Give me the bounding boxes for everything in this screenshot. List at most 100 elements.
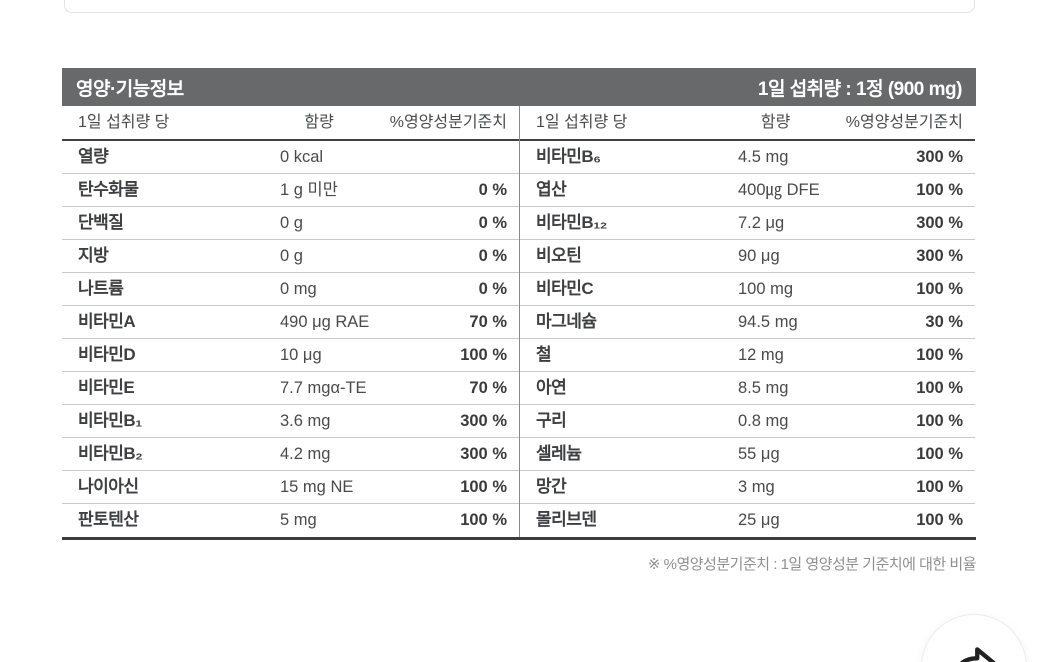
table-row: 마그네슘 94.5 mg 30 % bbox=[520, 306, 975, 339]
nutrient-percent: 300 % bbox=[460, 412, 507, 430]
nutrient-amount: 0 g bbox=[280, 214, 303, 232]
nutrient-percent bbox=[450, 141, 519, 173]
nutrient-amount: 4.5 mg bbox=[738, 148, 789, 166]
nutrient-percent: 100 % bbox=[916, 445, 963, 463]
nutrient-name: 단백질 bbox=[78, 213, 124, 232]
nutrient-percent: 100 % bbox=[916, 346, 963, 364]
table-row: 철 12 mg 100 % bbox=[520, 339, 975, 372]
nutrient-name: 비타민B₁ bbox=[78, 411, 142, 430]
table-row: 엽산 400㎍ DFE 100 % bbox=[520, 174, 975, 207]
nutrient-percent: 100 % bbox=[460, 346, 507, 364]
nutrition-info-panel: 영양·기능정보 1일 섭취량 : 1정 (900 mg) 1일 섭취량 당 함량… bbox=[62, 68, 976, 540]
nutrient-amount: 490 μg RAE bbox=[280, 313, 370, 331]
nutrient-percent: 100 % bbox=[916, 478, 963, 496]
nutrient-name: 지방 bbox=[78, 246, 109, 265]
nutrient-percent: 30 % bbox=[925, 313, 963, 331]
table-row: 아연 8.5 mg 100 % bbox=[520, 372, 975, 405]
nutrient-percent: 300 % bbox=[916, 247, 963, 265]
table-row: 비타민B₆ 4.5 mg 300 % bbox=[520, 141, 975, 174]
nutrient-name: 철 bbox=[536, 345, 552, 364]
table-row: 셀레늄 55 μg 100 % bbox=[520, 438, 975, 471]
nutrient-amount: 0 kcal bbox=[280, 148, 324, 166]
nutrient-name: 나트륨 bbox=[78, 279, 124, 298]
nutrient-name: 망간 bbox=[536, 477, 567, 496]
nutrient-amount: 12 mg bbox=[738, 346, 784, 364]
nutrient-amount: 1 g 미만 bbox=[280, 181, 338, 199]
nutrient-percent: 0 % bbox=[478, 280, 507, 298]
nutrient-name: 몰리브덴 bbox=[536, 510, 597, 529]
nutrient-percent: 300 % bbox=[460, 445, 507, 463]
nutrient-name: 탄수화물 bbox=[78, 180, 139, 199]
nutrient-name: 엽산 bbox=[536, 180, 567, 199]
nutrient-name: 비타민A bbox=[78, 312, 136, 331]
nutrition-table: 1일 섭취량 당 함량 %영양성분기준치 열량 0 kcal 탄수화물 1 g … bbox=[62, 106, 976, 540]
nutrient-percent: 100 % bbox=[916, 379, 963, 397]
nutrient-name: 비타민D bbox=[78, 345, 136, 364]
nutrient-percent: 70 % bbox=[469, 313, 507, 331]
nutrient-percent: 100 % bbox=[916, 412, 963, 430]
table-row: 나이아신 15 mg NE 100 % bbox=[62, 471, 519, 504]
nutrient-name: 비타민B₆ bbox=[536, 147, 601, 166]
panel-title: 영양·기능정보 bbox=[76, 78, 184, 100]
header-percent-dv: %영양성분기준치 bbox=[389, 114, 507, 131]
header-percent-dv: %영양성분기준치 bbox=[845, 114, 963, 131]
table-header-row: 1일 섭취량 당 함량 %영양성분기준치 bbox=[62, 106, 519, 141]
nutrient-name: 구리 bbox=[536, 411, 567, 430]
nutrient-amount: 25 μg bbox=[738, 511, 780, 529]
nutrition-panel-header: 영양·기능정보 1일 섭취량 : 1정 (900 mg) bbox=[62, 68, 976, 106]
table-row: 비오틴 90 μg 300 % bbox=[520, 240, 975, 273]
table-row: 지방 0 g 0 % bbox=[62, 240, 519, 273]
nutrient-amount: 5 mg bbox=[280, 511, 317, 529]
nutrient-name: 마그네슘 bbox=[536, 312, 597, 331]
table-row: 몰리브덴 25 μg 100 % bbox=[520, 504, 975, 537]
nutrient-name: 비타민E bbox=[78, 378, 135, 397]
nutrient-amount: 55 μg bbox=[738, 445, 780, 463]
nutrient-percent: 300 % bbox=[916, 214, 963, 232]
header-per-serving: 1일 섭취량 당 bbox=[78, 114, 170, 131]
nutrient-amount: 94.5 mg bbox=[738, 313, 798, 331]
percent-dv-footnote: ※ %영양성분기준치 : 1일 영양성분 기준치에 대한 비율 bbox=[647, 556, 977, 573]
table-row: 비타민C 100 mg 100 % bbox=[520, 273, 975, 306]
nutrient-amount: 0 mg bbox=[280, 280, 317, 298]
table-row: 망간 3 mg 100 % bbox=[520, 471, 975, 504]
nutrient-amount: 400㎍ DFE bbox=[738, 181, 820, 199]
nutrient-name: 판토텐산 bbox=[78, 510, 139, 529]
nutrient-percent: 0 % bbox=[478, 247, 507, 265]
nutrient-amount: 3.6 mg bbox=[280, 412, 331, 430]
table-row: 비타민B₂ 4.2 mg 300 % bbox=[62, 438, 519, 471]
nutrient-name: 비오틴 bbox=[536, 246, 582, 265]
table-row: 비타민B₁ 3.6 mg 300 % bbox=[62, 405, 519, 438]
nutrient-amount: 7.2 μg bbox=[738, 214, 785, 232]
header-per-serving: 1일 섭취량 당 bbox=[536, 114, 628, 131]
nutrient-name: 열량 bbox=[78, 147, 109, 166]
nutrient-name: 셀레늄 bbox=[536, 444, 582, 463]
previous-card-bottom-edge bbox=[64, 0, 975, 13]
nutrition-table-left: 1일 섭취량 당 함량 %영양성분기준치 열량 0 kcal 탄수화물 1 g … bbox=[62, 106, 519, 537]
nutrient-percent: 100 % bbox=[460, 511, 507, 529]
nutrient-rows-left: 열량 0 kcal 탄수화물 1 g 미만 0 % 단백질 0 g 0 % 지방… bbox=[62, 141, 519, 537]
nutrient-name: 비타민C bbox=[536, 279, 594, 298]
table-row: 비타민D 10 μg 100 % bbox=[62, 339, 519, 372]
share-button[interactable] bbox=[921, 614, 1027, 662]
table-row: 비타민A 490 μg RAE 70 % bbox=[62, 306, 519, 339]
nutrient-rows-right: 비타민B₆ 4.5 mg 300 % 엽산 400㎍ DFE 100 % 비타민… bbox=[520, 141, 975, 537]
nutrient-percent: 0 % bbox=[478, 214, 507, 232]
nutrient-percent: 100 % bbox=[916, 511, 963, 529]
table-row: 구리 0.8 mg 100 % bbox=[520, 405, 975, 438]
table-row: 비타민B₁₂ 7.2 μg 300 % bbox=[520, 207, 975, 240]
table-row: 열량 0 kcal bbox=[62, 141, 519, 174]
share-forward-icon bbox=[948, 639, 1000, 662]
nutrient-amount: 0 g bbox=[280, 247, 303, 265]
nutrient-percent: 0 % bbox=[478, 181, 507, 199]
nutrient-name: 나이아신 bbox=[78, 477, 139, 496]
nutrient-amount: 8.5 mg bbox=[738, 379, 789, 397]
nutrient-amount: 4.2 mg bbox=[280, 445, 331, 463]
table-row: 단백질 0 g 0 % bbox=[62, 207, 519, 240]
nutrient-percent: 70 % bbox=[469, 379, 507, 397]
nutrient-amount: 10 μg bbox=[280, 346, 322, 364]
daily-serving-info: 1일 섭취량 : 1정 (900 mg) bbox=[757, 78, 963, 100]
table-header-row: 1일 섭취량 당 함량 %영양성분기준치 bbox=[520, 106, 975, 141]
nutrient-name: 비타민B₂ bbox=[78, 444, 143, 463]
nutrient-name: 아연 bbox=[536, 378, 567, 397]
